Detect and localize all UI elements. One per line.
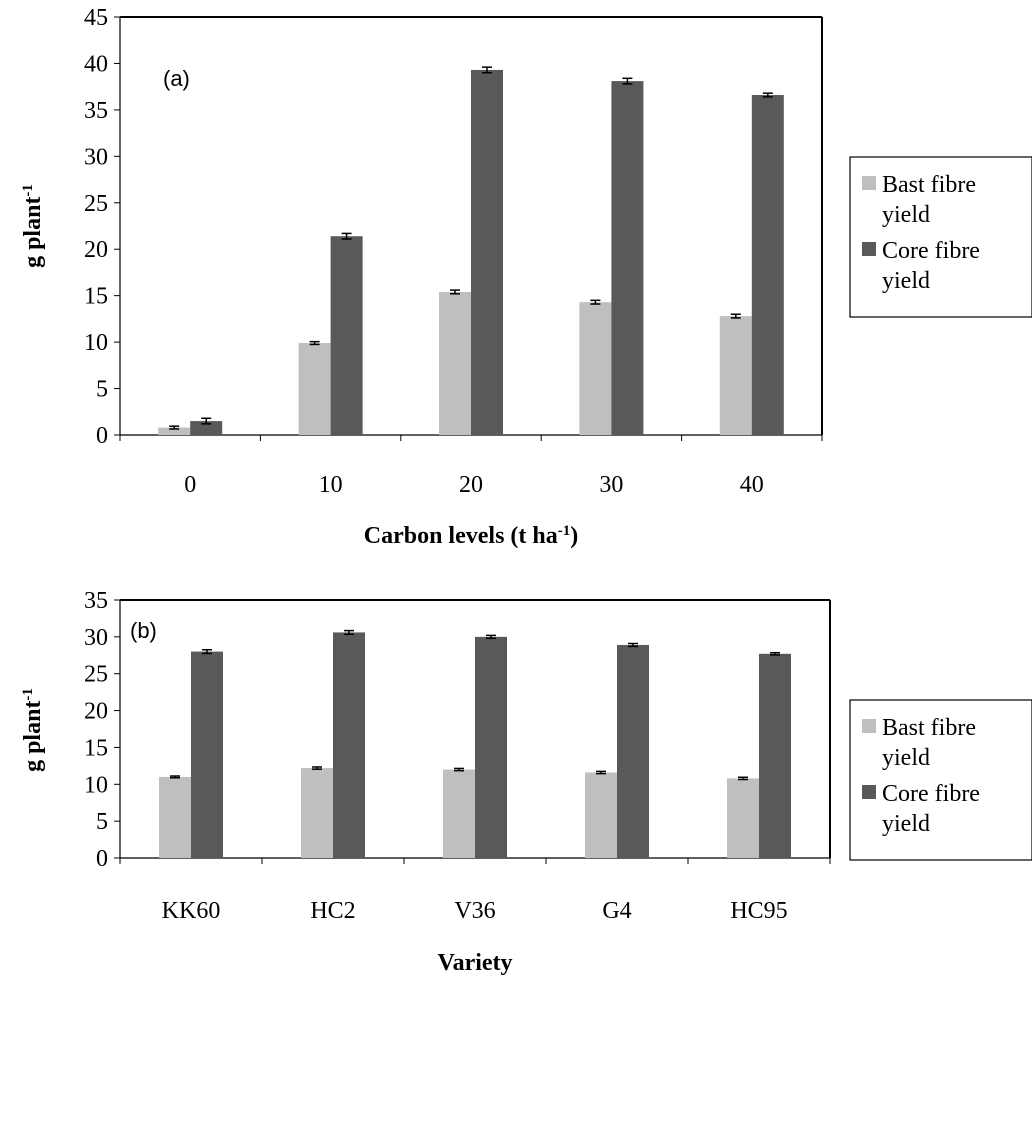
panel-label: (a) xyxy=(163,66,190,91)
bar-core xyxy=(191,651,223,858)
x-tick-label: 40 xyxy=(740,472,764,498)
bar-bast xyxy=(298,343,331,435)
bar-core xyxy=(475,636,507,858)
bar-core xyxy=(617,644,649,858)
y-tick-label: 20 xyxy=(84,699,108,725)
legend-swatch xyxy=(862,719,876,733)
y-tick-label: 10 xyxy=(84,772,108,798)
legend-swatch xyxy=(862,176,876,190)
bar-bast xyxy=(439,291,471,435)
legend-label: yield xyxy=(882,202,930,228)
y-tick-label: 0 xyxy=(96,423,108,449)
legend-swatch xyxy=(862,785,876,799)
y-tick-label: 35 xyxy=(84,98,108,124)
y-tick-label: 5 xyxy=(96,377,108,403)
bar-core xyxy=(611,81,644,436)
panel-label: (b) xyxy=(130,618,157,643)
legend-box xyxy=(849,156,1032,318)
bar-bast xyxy=(159,776,191,858)
y-tick-label: 15 xyxy=(84,735,108,761)
x-tick-label: G4 xyxy=(602,898,631,924)
chart-panel-a: 0 5 10 15 20 25 30 35 40 45 0 10 20 30 40 (a) Carbon lev… xyxy=(20,5,1032,549)
y-tick-label: 30 xyxy=(84,144,108,170)
legend-label: yield xyxy=(882,745,930,771)
y-tick-label: 25 xyxy=(84,662,108,688)
bar-core xyxy=(751,95,784,435)
legend-label: Core fibre xyxy=(882,781,980,807)
y-axis-title: g plant-1 xyxy=(20,184,46,268)
bar-core xyxy=(330,236,363,435)
legend-label: yield xyxy=(882,811,930,837)
x-axis-title: Variety xyxy=(437,950,512,976)
x-tick-label: KK60 xyxy=(162,898,221,924)
chart-panel-b: 0 5 10 15 20 25 30 35 KK60 HC2 V36 G4 HC95 (b) Variety… xyxy=(20,588,1032,976)
y-tick-label: 20 xyxy=(84,237,108,263)
y-tick-label: 5 xyxy=(96,809,108,835)
y-axis-title: g plant-1 xyxy=(20,688,46,772)
bar-bast xyxy=(301,768,333,858)
legend-label: Bast fibre xyxy=(882,715,976,741)
legend: Bast fibre yield Core fibre yield xyxy=(849,156,1032,318)
y-tick-label: 25 xyxy=(84,191,108,217)
x-tick-label: 10 xyxy=(319,472,343,498)
y-tick-label: 0 xyxy=(96,846,108,872)
x-tick-label: 0 xyxy=(184,472,196,498)
bar-bast xyxy=(719,316,752,435)
x-tick-label: HC95 xyxy=(730,898,787,924)
legend-label: Bast fibre xyxy=(882,172,976,198)
y-tick-label: 35 xyxy=(84,588,108,614)
x-tick-label: V36 xyxy=(454,898,495,924)
y-tick-label: 45 xyxy=(84,5,108,31)
x-tick-label: HC2 xyxy=(310,898,355,924)
legend-swatch xyxy=(862,242,876,256)
legend: Bast fibre yield Core fibre yield xyxy=(849,699,1032,861)
x-axis-title: Carbon levels (t ha-1) xyxy=(364,523,579,549)
y-tick-label: 10 xyxy=(84,330,108,356)
bar-core xyxy=(333,632,365,858)
bar-bast xyxy=(443,769,475,858)
bar-bast xyxy=(158,427,191,435)
y-tick-label: 15 xyxy=(84,284,108,310)
legend-box xyxy=(849,699,1032,861)
bar-bast xyxy=(585,772,617,858)
bar-bast xyxy=(727,778,759,858)
bar-core xyxy=(190,421,223,435)
bar-core xyxy=(471,69,503,436)
y-tick-label: 40 xyxy=(84,51,108,77)
x-tick-label: 20 xyxy=(459,472,483,498)
y-tick-label: 30 xyxy=(84,625,108,651)
x-tick-label: 30 xyxy=(599,472,623,498)
bar-bast xyxy=(579,302,612,435)
legend-label: Core fibre xyxy=(882,238,980,264)
bar-core xyxy=(759,653,791,858)
legend-label: yield xyxy=(882,268,930,294)
